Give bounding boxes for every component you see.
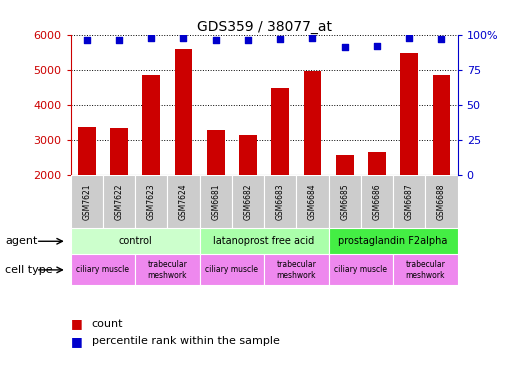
Bar <box>103 175 135 228</box>
Text: GSM6686: GSM6686 <box>372 183 381 220</box>
Text: prostaglandin F2alpha: prostaglandin F2alpha <box>338 236 448 246</box>
Title: GDS359 / 38077_at: GDS359 / 38077_at <box>197 20 332 34</box>
Text: percentile rank within the sample: percentile rank within the sample <box>92 336 279 346</box>
Bar <box>297 175 328 228</box>
Text: GSM6685: GSM6685 <box>340 183 349 220</box>
Bar <box>110 128 128 246</box>
Bar <box>232 175 264 228</box>
Text: GSM6684: GSM6684 <box>308 183 317 220</box>
Bar <box>167 175 200 228</box>
Point <box>309 35 317 41</box>
Text: GSM7623: GSM7623 <box>147 183 156 220</box>
Text: GSM6682: GSM6682 <box>244 184 253 220</box>
Bar <box>336 156 354 246</box>
Bar <box>78 127 96 246</box>
Point <box>115 37 123 43</box>
Bar <box>368 152 386 246</box>
Bar <box>328 175 361 228</box>
Point <box>211 37 220 43</box>
Text: ■: ■ <box>71 335 82 348</box>
Bar <box>328 228 458 254</box>
Text: ■: ■ <box>71 317 82 330</box>
Bar <box>142 75 160 246</box>
Bar <box>71 254 135 285</box>
Text: GSM6681: GSM6681 <box>211 184 220 220</box>
Text: count: count <box>92 319 123 329</box>
Point <box>276 36 285 42</box>
Bar <box>271 88 289 246</box>
Point <box>373 43 381 49</box>
Text: GSM7624: GSM7624 <box>179 183 188 220</box>
Point <box>437 36 446 42</box>
Text: latanoprost free acid: latanoprost free acid <box>213 236 315 246</box>
Bar <box>71 175 103 228</box>
Text: trabecular
meshwork: trabecular meshwork <box>405 260 445 280</box>
Bar <box>264 175 297 228</box>
Bar <box>328 254 393 285</box>
Point <box>244 37 252 43</box>
Bar <box>433 75 450 246</box>
Bar <box>207 130 224 246</box>
Point <box>340 45 349 51</box>
Text: ciliary muscle: ciliary muscle <box>76 265 129 274</box>
Text: control: control <box>118 236 152 246</box>
Bar <box>239 135 257 246</box>
Bar <box>200 254 264 285</box>
Bar <box>425 175 458 228</box>
Point <box>179 35 188 41</box>
Bar <box>304 71 321 246</box>
Point <box>83 37 91 43</box>
Text: GSM6687: GSM6687 <box>405 183 414 220</box>
Text: GSM6688: GSM6688 <box>437 184 446 220</box>
Text: cell type: cell type <box>5 265 53 275</box>
Point <box>147 35 155 41</box>
Bar <box>361 175 393 228</box>
Bar <box>71 228 200 254</box>
Bar <box>393 254 458 285</box>
Bar <box>264 254 328 285</box>
Bar <box>135 254 200 285</box>
Text: GSM7621: GSM7621 <box>82 184 91 220</box>
Text: trabecular
meshwork: trabecular meshwork <box>277 260 316 280</box>
Text: trabecular
meshwork: trabecular meshwork <box>147 260 187 280</box>
Point <box>405 35 413 41</box>
Bar <box>200 228 328 254</box>
Bar <box>200 175 232 228</box>
Bar <box>401 53 418 246</box>
Bar <box>393 175 425 228</box>
Text: GSM6683: GSM6683 <box>276 183 285 220</box>
Text: ciliary muscle: ciliary muscle <box>206 265 258 274</box>
Text: GSM7622: GSM7622 <box>115 184 123 220</box>
Bar <box>175 49 192 246</box>
Text: ciliary muscle: ciliary muscle <box>334 265 388 274</box>
Bar <box>135 175 167 228</box>
Text: agent: agent <box>5 236 38 246</box>
